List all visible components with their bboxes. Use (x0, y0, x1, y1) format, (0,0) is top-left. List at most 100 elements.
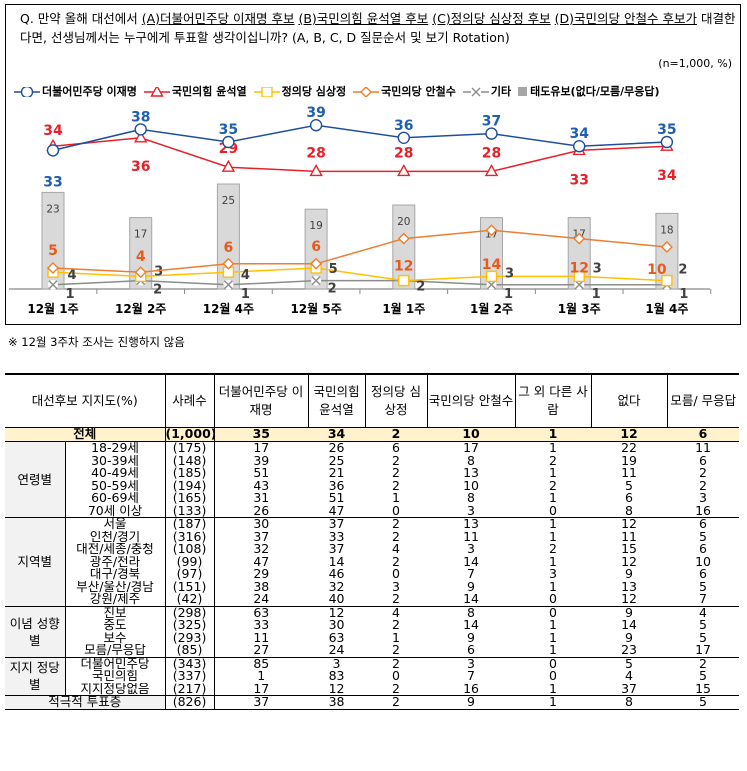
data-label-4: 1 (504, 287, 513, 302)
data-label-0: 33 (43, 174, 62, 190)
value-cell: 17 (463, 441, 479, 455)
data-point-0 (485, 127, 498, 140)
data-point-0 (660, 135, 674, 149)
value-cell: 27 (253, 644, 270, 657)
sample-n: (194) (164, 479, 215, 492)
x-tick-label: 12월 4주 (203, 301, 254, 316)
question-text: Q. 만약 올해 대선에서 (A)더불어민주당 이재명 후보 (B)국민의힘 윤… (20, 9, 736, 47)
sample-n: (175) (164, 441, 215, 455)
value-cell: 14 (328, 555, 345, 568)
value-cell: 19 (621, 454, 637, 467)
legend-item: 기타 (462, 85, 512, 98)
data-point-3 (47, 262, 59, 274)
x-tick-label: 12월 2주 (115, 301, 166, 316)
value-cell: 7 (467, 568, 475, 581)
sample-n: (325) (164, 619, 215, 632)
series-line-4 (52, 279, 667, 286)
legend-marker-glyph (471, 87, 481, 96)
data-label-0: 37 (482, 114, 501, 130)
data-label-0: 35 (657, 122, 676, 138)
value-cell: 5 (699, 619, 707, 632)
data-point-4-glyph (48, 280, 58, 290)
data-label-0: 36 (394, 118, 413, 134)
legend-item: 국민의당 안철수 (353, 85, 456, 98)
row-label: 적극적 투표층 (5, 695, 166, 710)
row-label: 더불어민주당 (65, 656, 166, 670)
sample-n: (343) (164, 656, 215, 670)
support-table: 대선후보 지지도(%) 사례수 더불어민주당 이재명 국민의힘 윤석열 정의당 … (5, 373, 740, 710)
data-label-3: 10 (647, 262, 667, 278)
value-cell: 32 (328, 580, 345, 593)
table-row: 연령별 18-29세 (175) 17 26 6 17 1 22 11 (5, 441, 739, 518)
value-cell: 34 (308, 427, 366, 442)
data-point-4-glyph (487, 280, 496, 290)
value-cell: 5 (699, 580, 707, 593)
value-cell: 33 (328, 530, 345, 543)
value-cell: 9 (467, 580, 475, 593)
bar-label: 19 (309, 220, 322, 232)
line-bar-chart: 12월 1주 12월 2주 12월 4주 12월 5주 1월 1주 1월 2주 1월 3주 1… (9, 105, 712, 316)
data-label-3: 5 (48, 243, 58, 259)
table-row: 이념 성향별 진보 (298) 63 12 4 8 0 9 4 (5, 605, 740, 657)
value-cell: 15 (621, 543, 637, 556)
data-label-0: 35 (219, 122, 238, 138)
value-cell: 2 (549, 454, 557, 467)
value-cell: 12 (591, 517, 668, 531)
row-label: 60-69세 (91, 492, 139, 505)
row-label: 중도 (103, 619, 127, 632)
value-cell: 33 (253, 619, 270, 632)
table-row: 지지 정당별 더불어민주당 (343) 85 3 2 3 0 5 2 (5, 656, 740, 696)
value-cell: 7 (467, 670, 475, 683)
value-cell: 6 (392, 441, 400, 455)
sample-n: (165) (164, 492, 215, 505)
legend-label: 기타 (490, 85, 512, 98)
data-point-3 (660, 241, 673, 253)
table-row: 인천/경기 (316) 37 33 2 11 1 11 5 (5, 530, 739, 543)
value-cell: 25 (328, 454, 345, 467)
option-c: (C)정의당 심상정 후보 (432, 11, 551, 26)
row-label: 18-29세 (91, 441, 139, 455)
data-point-4-glyph (574, 280, 584, 290)
data-label-4: 1 (241, 287, 250, 302)
data-label-1: 34 (43, 123, 63, 139)
value-cell: 37 (308, 517, 366, 531)
value-cell: 22 (621, 441, 637, 455)
value-cell: 2 (392, 644, 400, 657)
data-point-4-glyph (311, 276, 321, 286)
legend-marker (260, 86, 273, 97)
bar-label: 20 (397, 216, 410, 228)
value-cell: 21 (328, 467, 345, 480)
value-cell: 6 (467, 644, 475, 657)
value-cell: 2 (365, 517, 428, 531)
value-cell: 1 (549, 682, 557, 696)
value-cell: 0 (549, 504, 557, 518)
value-cell: 14 (621, 619, 637, 632)
value-cell: 47 (253, 555, 270, 568)
question-suffix: 대결한다면, 선생님께서는 누구에게 투표할 생각이십니까? (A, B, C,… (20, 11, 736, 45)
option-a: (A)더불어민주당 이재명 후보 (141, 11, 295, 26)
header-title: 대선후보 지지도(%) (5, 373, 166, 428)
table-row: 전체 (1,000) 35 34 2 10 1 12 6 (5, 427, 740, 442)
legend-label: 태도유보(없다/모름/무응답) (530, 85, 660, 98)
legend-marker (360, 86, 373, 97)
data-label-1: 36 (131, 159, 150, 175)
value-cell: 47 (328, 504, 345, 518)
value-cell: 51 (253, 467, 270, 480)
value-cell: 1 (257, 670, 266, 683)
value-cell: 14 (463, 619, 479, 632)
row-label: 70세 이상 (87, 504, 143, 518)
value-cell: 9 (591, 605, 668, 619)
row-label: 전체 (5, 427, 166, 442)
sample-n: (148) (164, 454, 215, 467)
value-cell: 6 (699, 454, 707, 467)
legend-bar-icon (518, 86, 528, 96)
legend-triangle-icon (143, 86, 170, 97)
value-cell: 11 (621, 530, 637, 543)
legend-diamond-icon (353, 86, 380, 97)
x-tick-label: 12월 1주 (27, 301, 78, 316)
sample-n: (217) (164, 682, 215, 696)
table-row: 30-39세 (148) 39 25 2 8 2 19 6 (5, 454, 739, 467)
value-cell: 2 (392, 682, 400, 696)
data-point-1 (134, 130, 148, 143)
value-cell: 0 (392, 504, 400, 518)
